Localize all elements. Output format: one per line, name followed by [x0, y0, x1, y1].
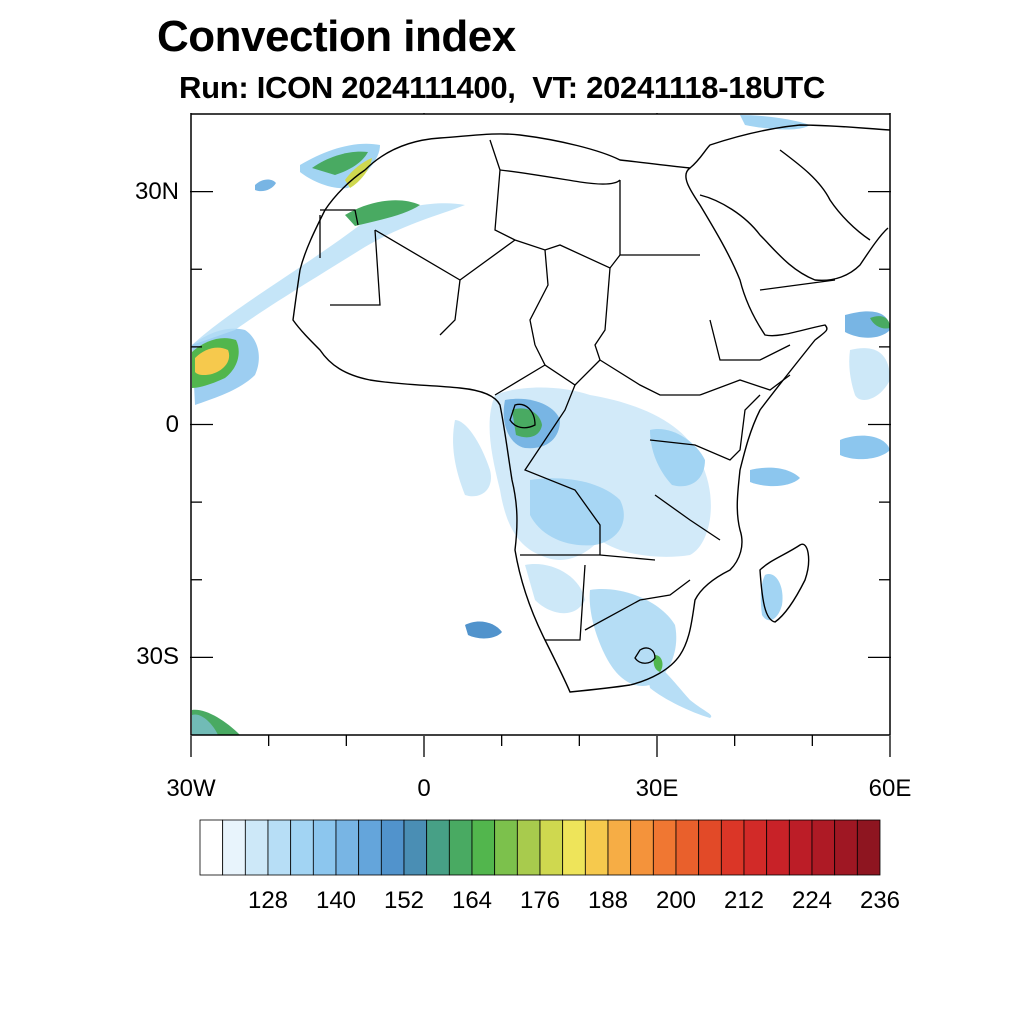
coastlines	[292, 124, 891, 693]
colorbar-swatch	[652, 819, 677, 876]
colorbar-swatch	[811, 819, 836, 876]
y-tick-label: 0	[165, 410, 179, 438]
convection-shading	[192, 115, 890, 735]
colorbar-swatch	[539, 819, 564, 876]
colorbar-swatch	[562, 819, 586, 876]
colorbar-tick-label: 224	[791, 887, 833, 914]
colorbar-swatch	[403, 819, 428, 876]
colorbar-swatch	[607, 819, 632, 876]
colorbar-tick-label: 212	[723, 887, 765, 914]
colorbar-swatch	[426, 819, 450, 876]
country-borders	[319, 139, 836, 664]
colorbar-swatch	[312, 819, 337, 876]
colorbar-tick-label: 200	[655, 887, 697, 914]
colorbar-swatch	[834, 819, 858, 876]
colorbar-swatch	[584, 819, 609, 876]
colorbar-tick-label: 152	[383, 887, 425, 914]
colorbar-swatch	[630, 819, 654, 876]
colorbar-tick-label: 188	[587, 887, 629, 914]
colorbar-tick-label: 164	[451, 887, 493, 914]
axis-ticks	[190, 113, 891, 757]
colorbar	[199, 819, 881, 876]
x-tick-label: 30W	[166, 775, 216, 802]
colorbar-swatch	[720, 819, 745, 876]
colorbar-tick-label: 128	[247, 887, 289, 914]
colorbar-swatch	[267, 819, 292, 876]
colorbar-swatch	[335, 819, 360, 876]
colorbar-swatch	[244, 819, 269, 876]
colorbar-swatch	[675, 819, 700, 876]
colorbar-swatch	[494, 819, 518, 876]
colorbar-tick-label: 140	[315, 887, 357, 914]
colorbar-tick-label: 176	[519, 887, 561, 914]
colorbar-swatch	[448, 819, 473, 876]
x-tick-label: 30E	[635, 775, 679, 802]
x-tick-label: 0	[417, 775, 431, 802]
colorbar-tick-label: 236	[859, 887, 901, 914]
colorbar-swatch	[788, 819, 813, 876]
x-tick-label: 60E	[868, 775, 912, 802]
colorbar-swatch	[471, 819, 496, 876]
colorbar-swatch	[516, 819, 541, 876]
colorbar-swatch	[698, 819, 722, 876]
y-tick-label: 30N	[134, 177, 179, 205]
colorbar-swatch	[856, 819, 881, 876]
colorbar-swatch	[380, 819, 405, 876]
colorbar-swatch	[358, 819, 382, 876]
map-title: Convection index	[157, 12, 516, 61]
y-tick-label: 30S	[136, 643, 179, 671]
colorbar-swatch	[743, 819, 768, 876]
map-subtitle: Run: ICON 2024111400, VT: 20241118-18UTC	[179, 70, 825, 105]
colorbar-swatch	[222, 819, 246, 876]
colorbar-swatch	[199, 819, 224, 876]
colorbar-swatch	[766, 819, 790, 876]
colorbar-swatch	[290, 819, 314, 876]
